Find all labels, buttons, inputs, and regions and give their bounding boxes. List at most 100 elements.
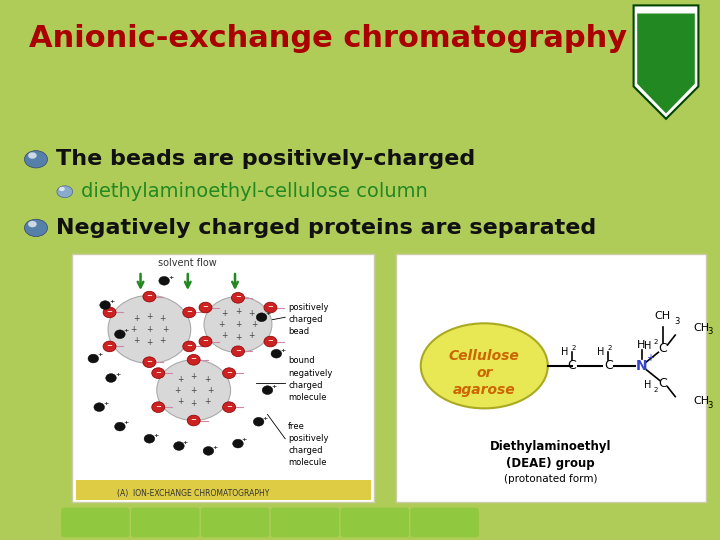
Text: C: C	[659, 342, 667, 355]
Circle shape	[114, 330, 125, 339]
Text: −: −	[186, 309, 192, 315]
Circle shape	[57, 186, 73, 198]
Circle shape	[108, 295, 191, 363]
Text: +: +	[204, 396, 210, 406]
Text: −: −	[268, 338, 274, 344]
Polygon shape	[637, 14, 695, 113]
Text: +: +	[263, 416, 268, 421]
Circle shape	[103, 307, 116, 318]
Text: +: +	[115, 372, 120, 377]
Text: +: +	[191, 372, 197, 381]
Text: negatively: negatively	[288, 369, 333, 377]
Text: −: −	[146, 293, 153, 299]
Text: +: +	[222, 331, 228, 340]
Text: 2: 2	[653, 387, 657, 393]
Circle shape	[144, 434, 155, 443]
Text: −: −	[107, 343, 112, 349]
FancyBboxPatch shape	[396, 254, 706, 502]
Ellipse shape	[420, 323, 548, 408]
Text: C: C	[604, 359, 613, 373]
Text: molecule: molecule	[288, 458, 327, 468]
Text: Cellulose: Cellulose	[449, 349, 520, 363]
Circle shape	[28, 152, 37, 159]
FancyBboxPatch shape	[341, 508, 409, 537]
Text: (DEAE) group: (DEAE) group	[506, 456, 595, 470]
Text: CH: CH	[693, 323, 709, 333]
Text: H: H	[644, 381, 652, 390]
Circle shape	[28, 221, 37, 227]
Circle shape	[106, 374, 117, 382]
Text: +: +	[266, 311, 271, 316]
Text: +: +	[109, 299, 114, 304]
Text: −: −	[226, 370, 232, 376]
Text: +: +	[646, 353, 654, 363]
Text: +: +	[168, 275, 174, 280]
Text: +: +	[251, 320, 257, 329]
Text: +: +	[207, 386, 213, 395]
Circle shape	[253, 417, 264, 426]
Circle shape	[264, 302, 277, 313]
Text: +: +	[235, 333, 241, 342]
Text: CH: CH	[693, 396, 709, 407]
Text: +: +	[222, 309, 228, 318]
Text: +: +	[97, 353, 102, 357]
Text: +: +	[124, 328, 129, 333]
Polygon shape	[634, 5, 698, 119]
Text: +: +	[146, 338, 153, 347]
Text: H: H	[644, 341, 652, 351]
Text: Anionic-exchange chromatography: Anionic-exchange chromatography	[29, 24, 627, 53]
Text: +: +	[153, 433, 158, 437]
Circle shape	[222, 402, 235, 413]
Text: bound: bound	[288, 356, 315, 366]
Circle shape	[143, 291, 156, 302]
Text: +: +	[191, 386, 197, 395]
Text: 3: 3	[707, 401, 712, 409]
Circle shape	[204, 296, 272, 353]
Text: +: +	[204, 375, 210, 384]
Text: +: +	[146, 325, 153, 334]
Circle shape	[222, 368, 235, 379]
Text: charged: charged	[288, 315, 323, 324]
Text: +: +	[130, 325, 136, 334]
Circle shape	[152, 368, 165, 379]
Text: +: +	[191, 399, 197, 408]
Circle shape	[187, 354, 200, 365]
Text: −: −	[107, 309, 112, 315]
Circle shape	[199, 336, 212, 347]
Circle shape	[233, 439, 243, 448]
Text: positively: positively	[288, 434, 328, 443]
Circle shape	[152, 402, 165, 413]
Text: H: H	[637, 340, 646, 350]
Text: The beads are positively-charged: The beads are positively-charged	[56, 149, 475, 170]
Text: −: −	[235, 294, 241, 300]
Circle shape	[203, 447, 214, 455]
Text: (protonated form): (protonated form)	[504, 474, 598, 484]
Text: C: C	[567, 359, 576, 373]
Text: 2: 2	[653, 339, 657, 345]
Text: +: +	[183, 440, 188, 445]
Text: 3: 3	[674, 316, 679, 326]
Circle shape	[231, 293, 245, 303]
Circle shape	[103, 341, 116, 352]
FancyBboxPatch shape	[131, 508, 199, 537]
Circle shape	[187, 415, 200, 426]
Text: molecule: molecule	[288, 393, 327, 402]
Text: +: +	[280, 348, 285, 353]
Circle shape	[24, 219, 48, 237]
Circle shape	[143, 357, 156, 368]
Circle shape	[157, 360, 230, 421]
Text: 2: 2	[571, 346, 576, 352]
Circle shape	[24, 151, 48, 168]
Text: +: +	[146, 312, 153, 321]
Circle shape	[88, 354, 99, 363]
Circle shape	[59, 187, 65, 191]
Text: +: +	[242, 437, 247, 442]
FancyBboxPatch shape	[271, 508, 339, 537]
Text: Negatively charged proteins are separated: Negatively charged proteins are separate…	[56, 218, 596, 238]
Bar	[76, 480, 371, 502]
Circle shape	[264, 336, 277, 347]
Text: Diethylaminoethyl: Diethylaminoethyl	[490, 440, 611, 453]
Text: +: +	[133, 314, 139, 323]
Text: +: +	[160, 336, 166, 345]
Text: +: +	[103, 401, 108, 406]
